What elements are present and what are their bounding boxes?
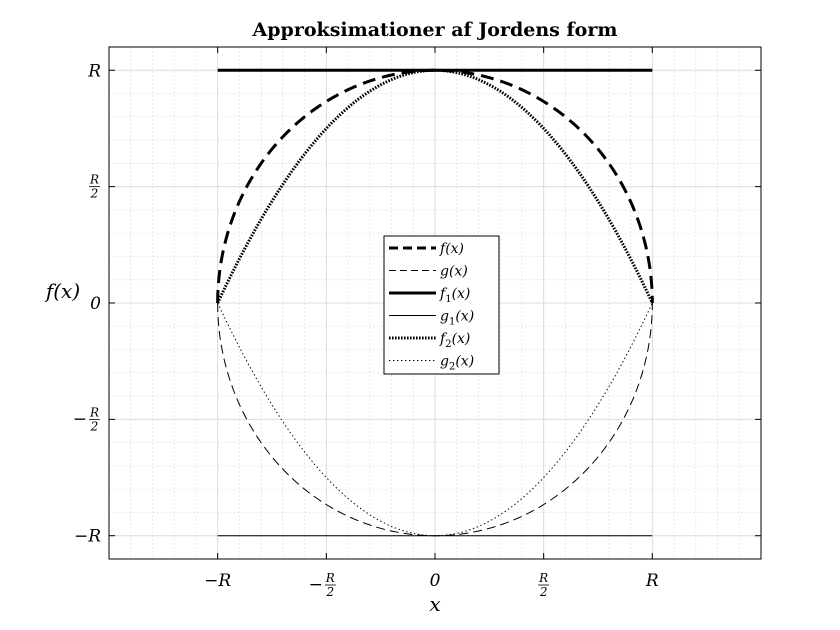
legend-label: f1(x) bbox=[439, 286, 470, 305]
tick-label-sign: − bbox=[309, 575, 323, 595]
legend-box bbox=[383, 235, 500, 375]
tick-label-numerator: R bbox=[325, 571, 335, 585]
y-tick-label-text: −R bbox=[74, 527, 101, 547]
legend: f(x) g(x) f1(x) g1(x) f2(x) g2(x) bbox=[383, 235, 500, 375]
tick-label-sign: − bbox=[73, 409, 87, 429]
x-tick-label: 0 bbox=[430, 571, 441, 591]
legend-label: f2(x) bbox=[439, 331, 470, 350]
y-tick-label: −R bbox=[74, 527, 101, 547]
tick-label-denominator: 2 bbox=[539, 585, 548, 599]
tick-label-denominator: 2 bbox=[90, 187, 99, 201]
y-tick-label: R2 bbox=[89, 173, 100, 201]
y-tick-label-text: 0 bbox=[90, 294, 101, 314]
y-tick-label: − R2 bbox=[73, 405, 100, 433]
tick-label-denominator: 2 bbox=[326, 585, 335, 599]
series-line-fx bbox=[216, 68, 654, 303]
tick-label-numerator: R bbox=[89, 405, 99, 419]
ticks bbox=[109, 47, 761, 559]
legend-label: g1(x) bbox=[440, 309, 474, 328]
plot-series bbox=[216, 68, 654, 537]
legend-label: g2(x) bbox=[440, 354, 474, 373]
tick-label-numerator: R bbox=[89, 173, 99, 187]
y-tick-label: 0 bbox=[90, 294, 101, 314]
series-line-f2x bbox=[216, 68, 654, 305]
series-line-g2x bbox=[217, 302, 653, 537]
x-tick-label: − R2 bbox=[309, 571, 336, 599]
x-tick-label: R2 bbox=[538, 571, 550, 599]
x-axis-label: x bbox=[429, 592, 440, 616]
x-tick-label-text: R bbox=[645, 571, 659, 591]
y-tick-label-text: R bbox=[87, 61, 101, 81]
chart-title: Approksimationer af Jordens form bbox=[252, 19, 618, 41]
y-tick-label: R bbox=[87, 61, 101, 81]
x-tick-label-text: 0 bbox=[430, 571, 441, 591]
tick-label-numerator: R bbox=[538, 571, 548, 585]
legend-label: g(x) bbox=[440, 264, 468, 280]
legend-label: f(x) bbox=[439, 241, 464, 257]
y-axis-label: f(x) bbox=[44, 279, 80, 303]
x-tick-label: R bbox=[645, 571, 659, 591]
x-tick-label-text: −R bbox=[204, 571, 231, 591]
x-tick-label: −R bbox=[204, 571, 231, 591]
tick-label-denominator: 2 bbox=[90, 419, 99, 433]
